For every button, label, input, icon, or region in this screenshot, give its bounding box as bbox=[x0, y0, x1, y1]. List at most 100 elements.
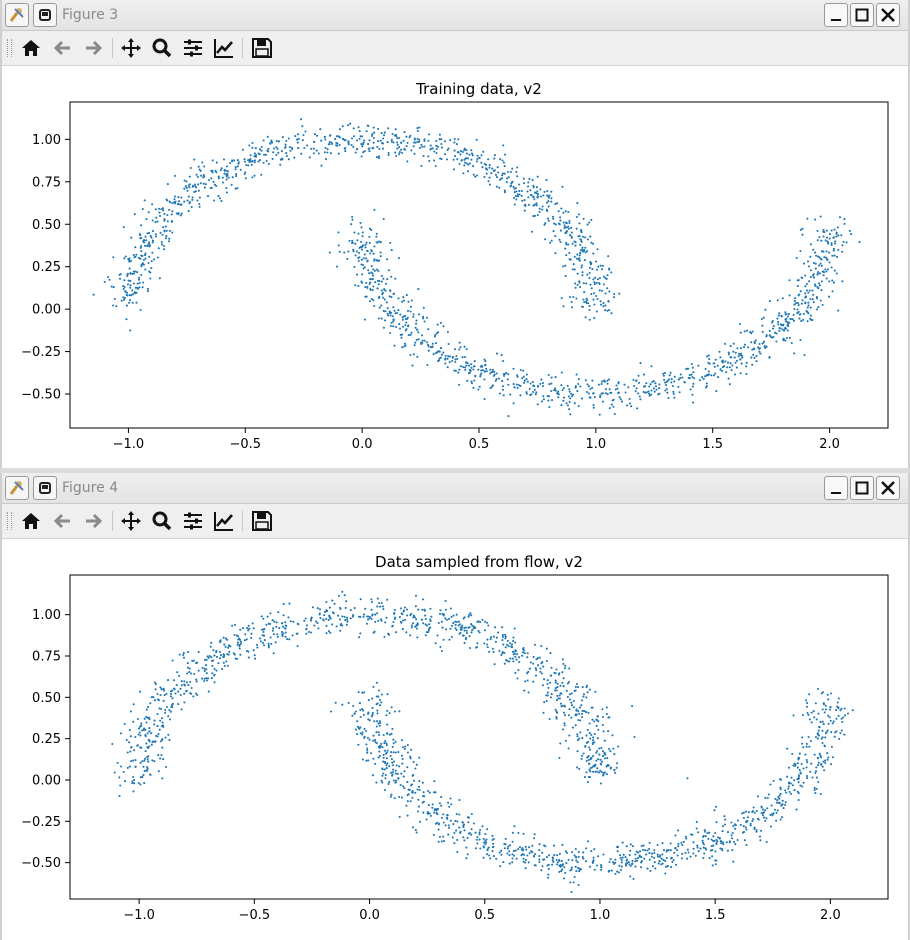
minimize-button[interactable] bbox=[824, 476, 848, 500]
data-point bbox=[212, 199, 215, 202]
data-point bbox=[722, 361, 725, 364]
data-point bbox=[362, 244, 365, 247]
data-point bbox=[275, 625, 278, 628]
data-point bbox=[501, 174, 504, 177]
data-point bbox=[470, 366, 473, 369]
data-point bbox=[813, 283, 816, 286]
toolbar-grip[interactable] bbox=[7, 39, 12, 57]
data-point bbox=[394, 740, 397, 743]
data-point bbox=[119, 784, 122, 787]
app-icon[interactable] bbox=[5, 3, 29, 27]
data-point bbox=[456, 850, 459, 854]
forward-button[interactable] bbox=[81, 509, 105, 533]
data-point bbox=[193, 183, 196, 186]
data-point bbox=[623, 383, 626, 386]
title-bar[interactable]: Figure 3 bbox=[2, 0, 908, 31]
data-point bbox=[398, 136, 401, 140]
data-point bbox=[821, 736, 824, 739]
data-point bbox=[145, 218, 148, 221]
data-point bbox=[745, 828, 748, 831]
title-bar[interactable]: Figure 4 bbox=[2, 473, 908, 504]
data-point bbox=[123, 257, 126, 260]
data-point bbox=[636, 859, 639, 862]
close-button[interactable] bbox=[876, 476, 900, 500]
data-point bbox=[375, 681, 378, 684]
data-point bbox=[810, 318, 813, 321]
data-point bbox=[203, 669, 206, 673]
data-point bbox=[704, 847, 707, 850]
figure-4-plot[interactable]: Data sampled from flow, v2−1.0 −0.5 0.0 0.5… bbox=[2, 539, 908, 940]
data-point bbox=[817, 271, 820, 274]
pan-button[interactable] bbox=[119, 36, 143, 60]
data-point bbox=[798, 752, 801, 755]
save-button[interactable] bbox=[250, 36, 274, 60]
zoom-button[interactable] bbox=[150, 36, 174, 60]
pan-button[interactable] bbox=[119, 509, 143, 533]
data-point bbox=[427, 133, 431, 136]
configure-subplots-button[interactable] bbox=[181, 509, 205, 533]
data-point bbox=[390, 758, 393, 761]
data-point bbox=[432, 353, 435, 356]
zoom-button[interactable] bbox=[150, 509, 174, 533]
data-point bbox=[800, 302, 803, 305]
data-point bbox=[563, 724, 566, 727]
data-point bbox=[493, 626, 497, 629]
data-point bbox=[370, 278, 374, 281]
data-point bbox=[802, 767, 805, 770]
data-point bbox=[377, 689, 381, 692]
configure-subplots-button[interactable] bbox=[181, 36, 205, 60]
data-point bbox=[528, 667, 531, 670]
data-point bbox=[595, 759, 598, 762]
home-button[interactable] bbox=[19, 509, 43, 533]
data-point bbox=[236, 159, 239, 162]
edit-axes-button[interactable] bbox=[212, 509, 236, 533]
data-point bbox=[394, 769, 397, 772]
maximize-button[interactable] bbox=[850, 3, 874, 27]
back-button[interactable] bbox=[51, 36, 75, 60]
data-point bbox=[326, 151, 329, 154]
data-point bbox=[131, 293, 135, 296]
data-point bbox=[590, 241, 593, 244]
home-button[interactable] bbox=[19, 36, 43, 60]
data-point bbox=[210, 169, 213, 172]
maximize-button[interactable] bbox=[850, 476, 874, 500]
figure-3-plot[interactable]: Training data, v2−1.0 −0.5 0.0 0.5 1.0 1.5 2.0… bbox=[2, 66, 908, 468]
data-point bbox=[760, 806, 763, 809]
window-menu-icon[interactable] bbox=[33, 476, 57, 500]
data-point bbox=[153, 719, 156, 722]
data-point bbox=[825, 730, 828, 734]
data-point bbox=[808, 745, 811, 748]
forward-button[interactable] bbox=[81, 36, 105, 60]
data-point bbox=[493, 169, 496, 172]
data-point bbox=[556, 686, 559, 689]
data-point bbox=[439, 346, 443, 350]
data-point bbox=[533, 837, 536, 840]
data-point bbox=[285, 139, 288, 142]
app-icon[interactable] bbox=[5, 476, 29, 500]
data-point bbox=[691, 385, 694, 388]
data-point bbox=[129, 259, 133, 263]
data-point bbox=[538, 656, 541, 659]
data-point bbox=[247, 656, 250, 659]
data-point bbox=[528, 846, 531, 849]
data-point bbox=[234, 187, 237, 190]
data-point bbox=[120, 299, 123, 302]
data-point bbox=[410, 149, 413, 152]
data-point bbox=[349, 617, 352, 620]
minimize-button[interactable] bbox=[824, 3, 848, 27]
data-point bbox=[820, 264, 823, 267]
window-menu-icon[interactable] bbox=[33, 3, 57, 27]
data-point bbox=[556, 694, 559, 697]
data-point bbox=[666, 379, 669, 382]
save-button[interactable] bbox=[250, 509, 274, 533]
data-point bbox=[601, 755, 605, 758]
toolbar-grip[interactable] bbox=[7, 512, 12, 530]
data-point bbox=[753, 347, 756, 350]
close-button[interactable] bbox=[876, 3, 900, 27]
edit-axes-button[interactable] bbox=[212, 36, 236, 60]
data-point bbox=[525, 848, 528, 851]
back-button[interactable] bbox=[51, 509, 75, 533]
data-point bbox=[464, 157, 467, 160]
data-point bbox=[389, 754, 392, 758]
data-point bbox=[559, 229, 562, 232]
